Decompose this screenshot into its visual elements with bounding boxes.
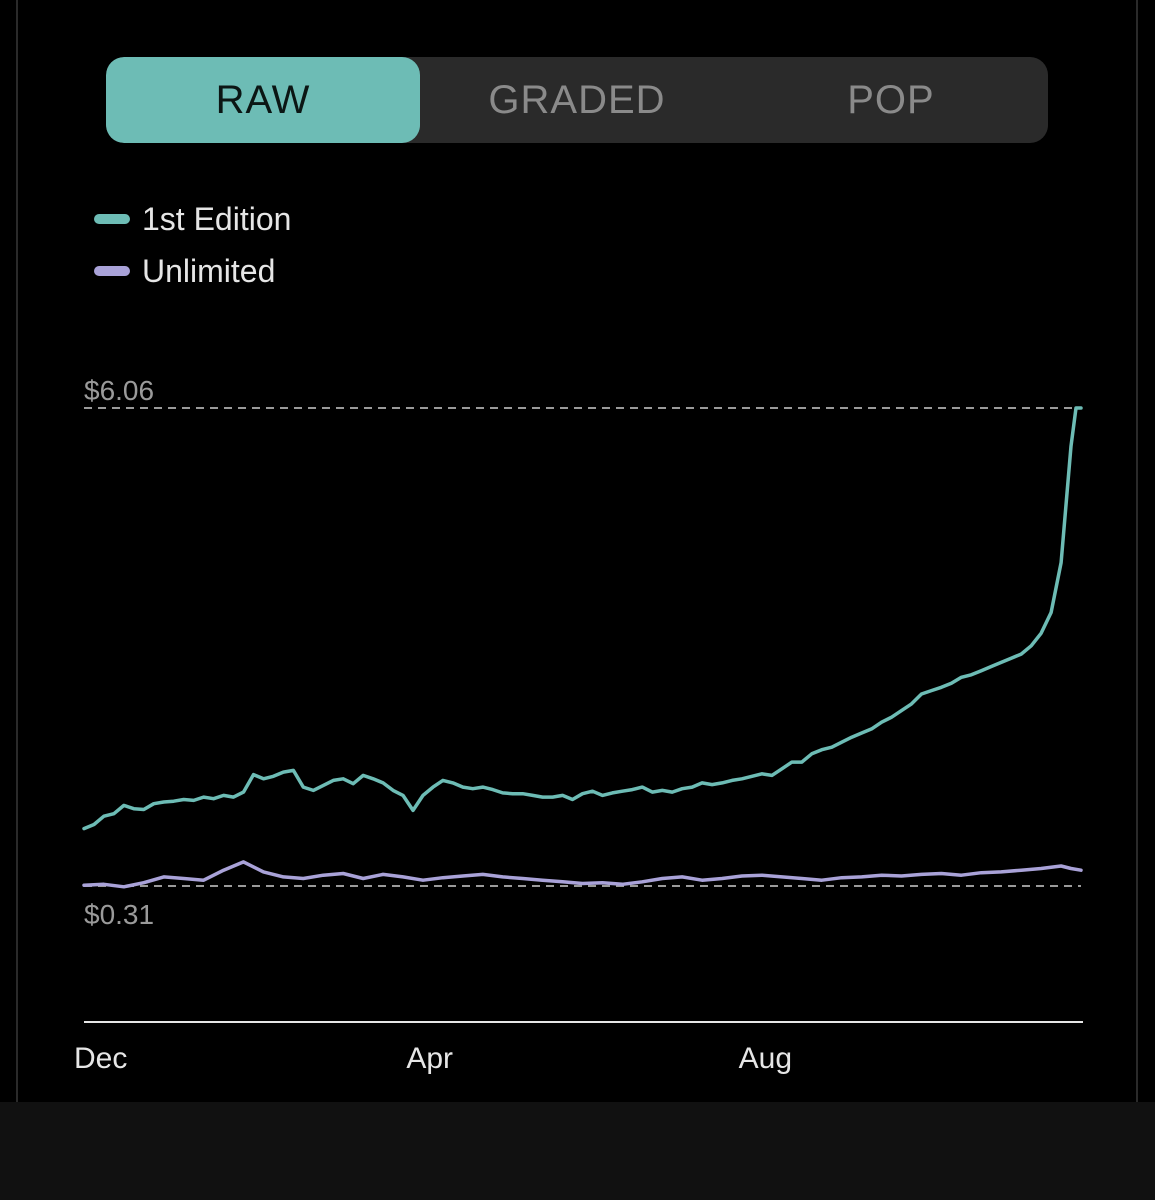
- bottom-area: [0, 1102, 1155, 1200]
- data-type-selector: RAW GRADED POP: [106, 57, 1048, 143]
- series-line-1st-edition: [82, 406, 1083, 831]
- tab-graded[interactable]: GRADED: [488, 77, 666, 122]
- x-tick-label-dec: Dec: [74, 1042, 127, 1075]
- x-tick-label-aug: Aug: [739, 1042, 792, 1075]
- legend-label-1st-edition: 1st Edition: [142, 200, 292, 237]
- price-history-chart: $6.06 $0.31 Dec Apr Aug: [74, 375, 1083, 1075]
- legend-item-unlimited[interactable]: Unlimited: [94, 245, 291, 297]
- chart-legend: 1st Edition Unlimited: [94, 193, 291, 297]
- legend-item-1st-edition[interactable]: 1st Edition: [94, 193, 291, 245]
- tab-pop[interactable]: POP: [847, 77, 935, 122]
- x-tick-label-apr: Apr: [406, 1042, 453, 1075]
- reference-label-1: $0.31: [84, 899, 154, 930]
- tab-raw[interactable]: RAW: [106, 57, 420, 143]
- legend-label-unlimited: Unlimited: [142, 252, 276, 289]
- series-line-unlimited: [82, 860, 1083, 889]
- reference-label-0: $6.06: [84, 375, 154, 406]
- card-border-right: [1136, 0, 1138, 1102]
- legend-swatch-unlimited: [94, 266, 130, 276]
- card-border-left: [16, 0, 18, 1102]
- legend-swatch-1st-edition: [94, 214, 130, 224]
